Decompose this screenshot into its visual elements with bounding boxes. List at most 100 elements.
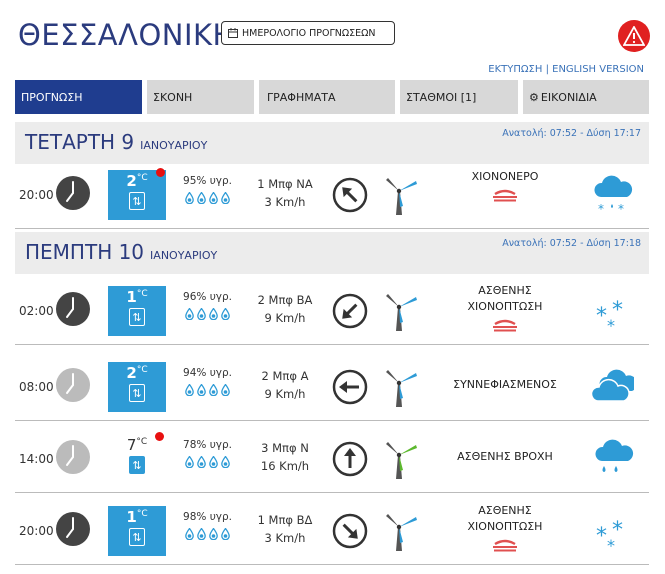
temperature-box[interactable]: 7°C ⇅: [108, 434, 166, 484]
wind-speed: 9 Km/h: [264, 387, 306, 401]
tab-icons[interactable]: ⚙ ΕΙΚΟΝΙΔΙΑ: [523, 80, 649, 114]
humidity-value: 95% υγρ.: [183, 175, 232, 187]
clock-icon: [56, 368, 90, 402]
tab-dust[interactable]: ΣΚΟΝΗ: [147, 80, 254, 114]
fog-indicator: [492, 319, 518, 338]
condition-text: ΧΙΟΝΟΠΤΩΣΗ: [467, 520, 543, 533]
clock-icon: [56, 292, 90, 326]
water-drop-icon: [209, 384, 218, 396]
svg-text:*: *: [612, 518, 623, 543]
humidity-drops: [175, 308, 240, 320]
print-link[interactable]: ΕΚΤΥΠΩΣΗ: [488, 64, 543, 75]
temperature-unit: °C: [136, 437, 148, 447]
humidity-drops: [175, 528, 240, 540]
humidity: 98% υγρ.: [175, 511, 240, 540]
wind-turbine-icon: [383, 437, 419, 481]
condition-text: ΧΙΟΝΟΠΤΩΣΗ: [467, 300, 543, 313]
svg-text:*: *: [618, 202, 624, 215]
water-drop-icon: [209, 192, 218, 204]
humidity-value: 94% υγρ.: [183, 367, 232, 379]
forecast-row: 14:00 7°C ⇅ 78% υγρ. 3 Μπφ Ν 16 Km/h ΑΣΘΕΝΗΣ Β…: [15, 425, 649, 493]
water-drop-icon: [221, 308, 230, 320]
temperature-box[interactable]: 1°C ⇅: [108, 286, 166, 336]
temperature-value: 1°C: [126, 508, 147, 526]
day-name-label: ΤΕΤΑΡΤΗ 9: [25, 130, 135, 154]
warning-icon: [623, 26, 645, 46]
clock-icon: [56, 440, 90, 474]
water-drop-icon: [197, 308, 206, 320]
forecast-time: 20:00: [19, 188, 54, 202]
wind-info: 1 Μπφ ΒΔ 3 Km/h: [245, 511, 325, 547]
tab-charts[interactable]: ΓΡΑΦΗΜΑΤΑ: [259, 80, 395, 114]
clock-icon: [56, 512, 90, 546]
thermometer-icon: ⇅: [129, 528, 145, 546]
water-drop-icon: [185, 384, 194, 396]
water-drop-icon: [221, 528, 230, 540]
arrow-north-icon: [332, 441, 368, 477]
weather-condition: ΑΣΘΕΝΗΣ ΧΙΟΝΟΠΤΩΣΗ: [430, 503, 580, 558]
temperature-box[interactable]: 1°C ⇅: [108, 506, 166, 556]
humidity-value: 98% υγρ.: [183, 511, 232, 523]
month-label: ΙΑΝΟΥΑΡΙΟΥ: [150, 249, 218, 262]
sunrise-sunset: Ανατολή: 07:52 - Δύση 17:18: [502, 238, 641, 249]
english-version-link[interactable]: ENGLISH VERSION: [552, 64, 644, 75]
wind-beaufort: 3 Μπφ Ν: [261, 441, 309, 455]
fog-icon: [493, 539, 517, 552]
wind-info: 2 Μπφ Α 9 Km/h: [245, 367, 325, 403]
temperature-box[interactable]: 2°C ⇅: [108, 170, 166, 220]
clock-icon: [56, 176, 90, 210]
fog-icon: [493, 189, 517, 202]
sleet-icon: * *: [590, 175, 634, 216]
water-drop-icon: [197, 384, 206, 396]
temperature-box[interactable]: 2°C ⇅: [108, 362, 166, 412]
humidity: 94% υγρ.: [175, 367, 240, 396]
forecast-time: 20:00: [19, 524, 54, 538]
day-name-label: ΠΕΜΠΤΗ 10: [25, 240, 145, 264]
water-drop-icon: [197, 192, 206, 204]
forecast-row: 08:00 2°C ⇅ 94% υγρ. 2 Μπφ Α 9 Km/h ΣΥΝΝΕΦΙΑΣΜ…: [15, 353, 649, 421]
forecast-row: 20:00 1°C ⇅ 98% υγρ. 1 Μπφ ΒΔ 3 Km/h ΑΣΘΕΝΗΣ ΧΙ…: [15, 497, 649, 565]
water-drop-icon: [221, 384, 230, 396]
water-drop-icon: [221, 192, 230, 204]
water-drop-icon: [209, 528, 218, 540]
warning-button[interactable]: [618, 20, 650, 52]
humidity-drops: [175, 456, 240, 468]
forecast-calendar-button[interactable]: ΗΜΕΡΟΛΟΓΙΟ ΠΡΟΓΝΩΣΕΩΝ: [221, 21, 395, 45]
weather-condition: ΣΥΝΝΕΦΙΑΣΜΕΝΟΣ: [430, 377, 580, 393]
humidity: 95% υγρ.: [175, 175, 240, 204]
water-drop-icon: [209, 456, 218, 468]
day-title: ΠΕΜΠΤΗ 10 ΙΑΝΟΥΑΡΙΟΥ: [25, 240, 217, 264]
tab-stations[interactable]: ΣΤΑΘΜΟΙ [1]: [400, 80, 518, 114]
thermometer-icon: ⇅: [129, 384, 145, 402]
tab-forecast[interactable]: ΠΡΟΓΝΩΣΗ: [15, 80, 142, 114]
wind-speed: 3 Km/h: [264, 531, 306, 545]
temperature-number: 1: [126, 288, 137, 306]
wind-speed: 16 Km/h: [260, 459, 310, 473]
arrow-northwest-icon: [332, 177, 368, 213]
humidity: 78% υγρ.: [175, 439, 240, 468]
svg-text:*: *: [607, 316, 615, 331]
temperature-number: 2: [126, 364, 137, 382]
forecast-time: 08:00: [19, 380, 54, 394]
svg-text:*: *: [612, 298, 623, 323]
snow-icon: * * *: [590, 291, 634, 335]
water-drop-icon: [185, 192, 194, 204]
water-drop-icon: [185, 308, 194, 320]
temperature-unit: °C: [136, 289, 148, 299]
wind-info: 2 Μπφ ΒΑ 9 Km/h: [245, 291, 325, 327]
wind-turbine-icon: [383, 365, 419, 409]
svg-text:*: *: [596, 524, 607, 549]
month-label: ΙΑΝΟΥΑΡΙΟΥ: [140, 139, 208, 152]
condition-text: ΑΣΘΕΝΗΣ: [478, 284, 532, 297]
temperature-value: 1°C: [126, 288, 147, 306]
wind-speed: 3 Km/h: [264, 195, 306, 209]
wind-info: 3 Μπφ Ν 16 Km/h: [245, 439, 325, 475]
alert-dot-icon: [155, 432, 164, 441]
humidity-value: 96% υγρ.: [183, 291, 232, 303]
temperature-unit: °C: [136, 509, 148, 519]
svg-text:*: *: [596, 304, 607, 329]
wind-speed: 9 Km/h: [264, 311, 306, 325]
wind-beaufort: 2 Μπφ Α: [261, 369, 309, 383]
arrow-southwest-icon: [332, 293, 368, 329]
wind-turbine-icon: [383, 173, 419, 217]
